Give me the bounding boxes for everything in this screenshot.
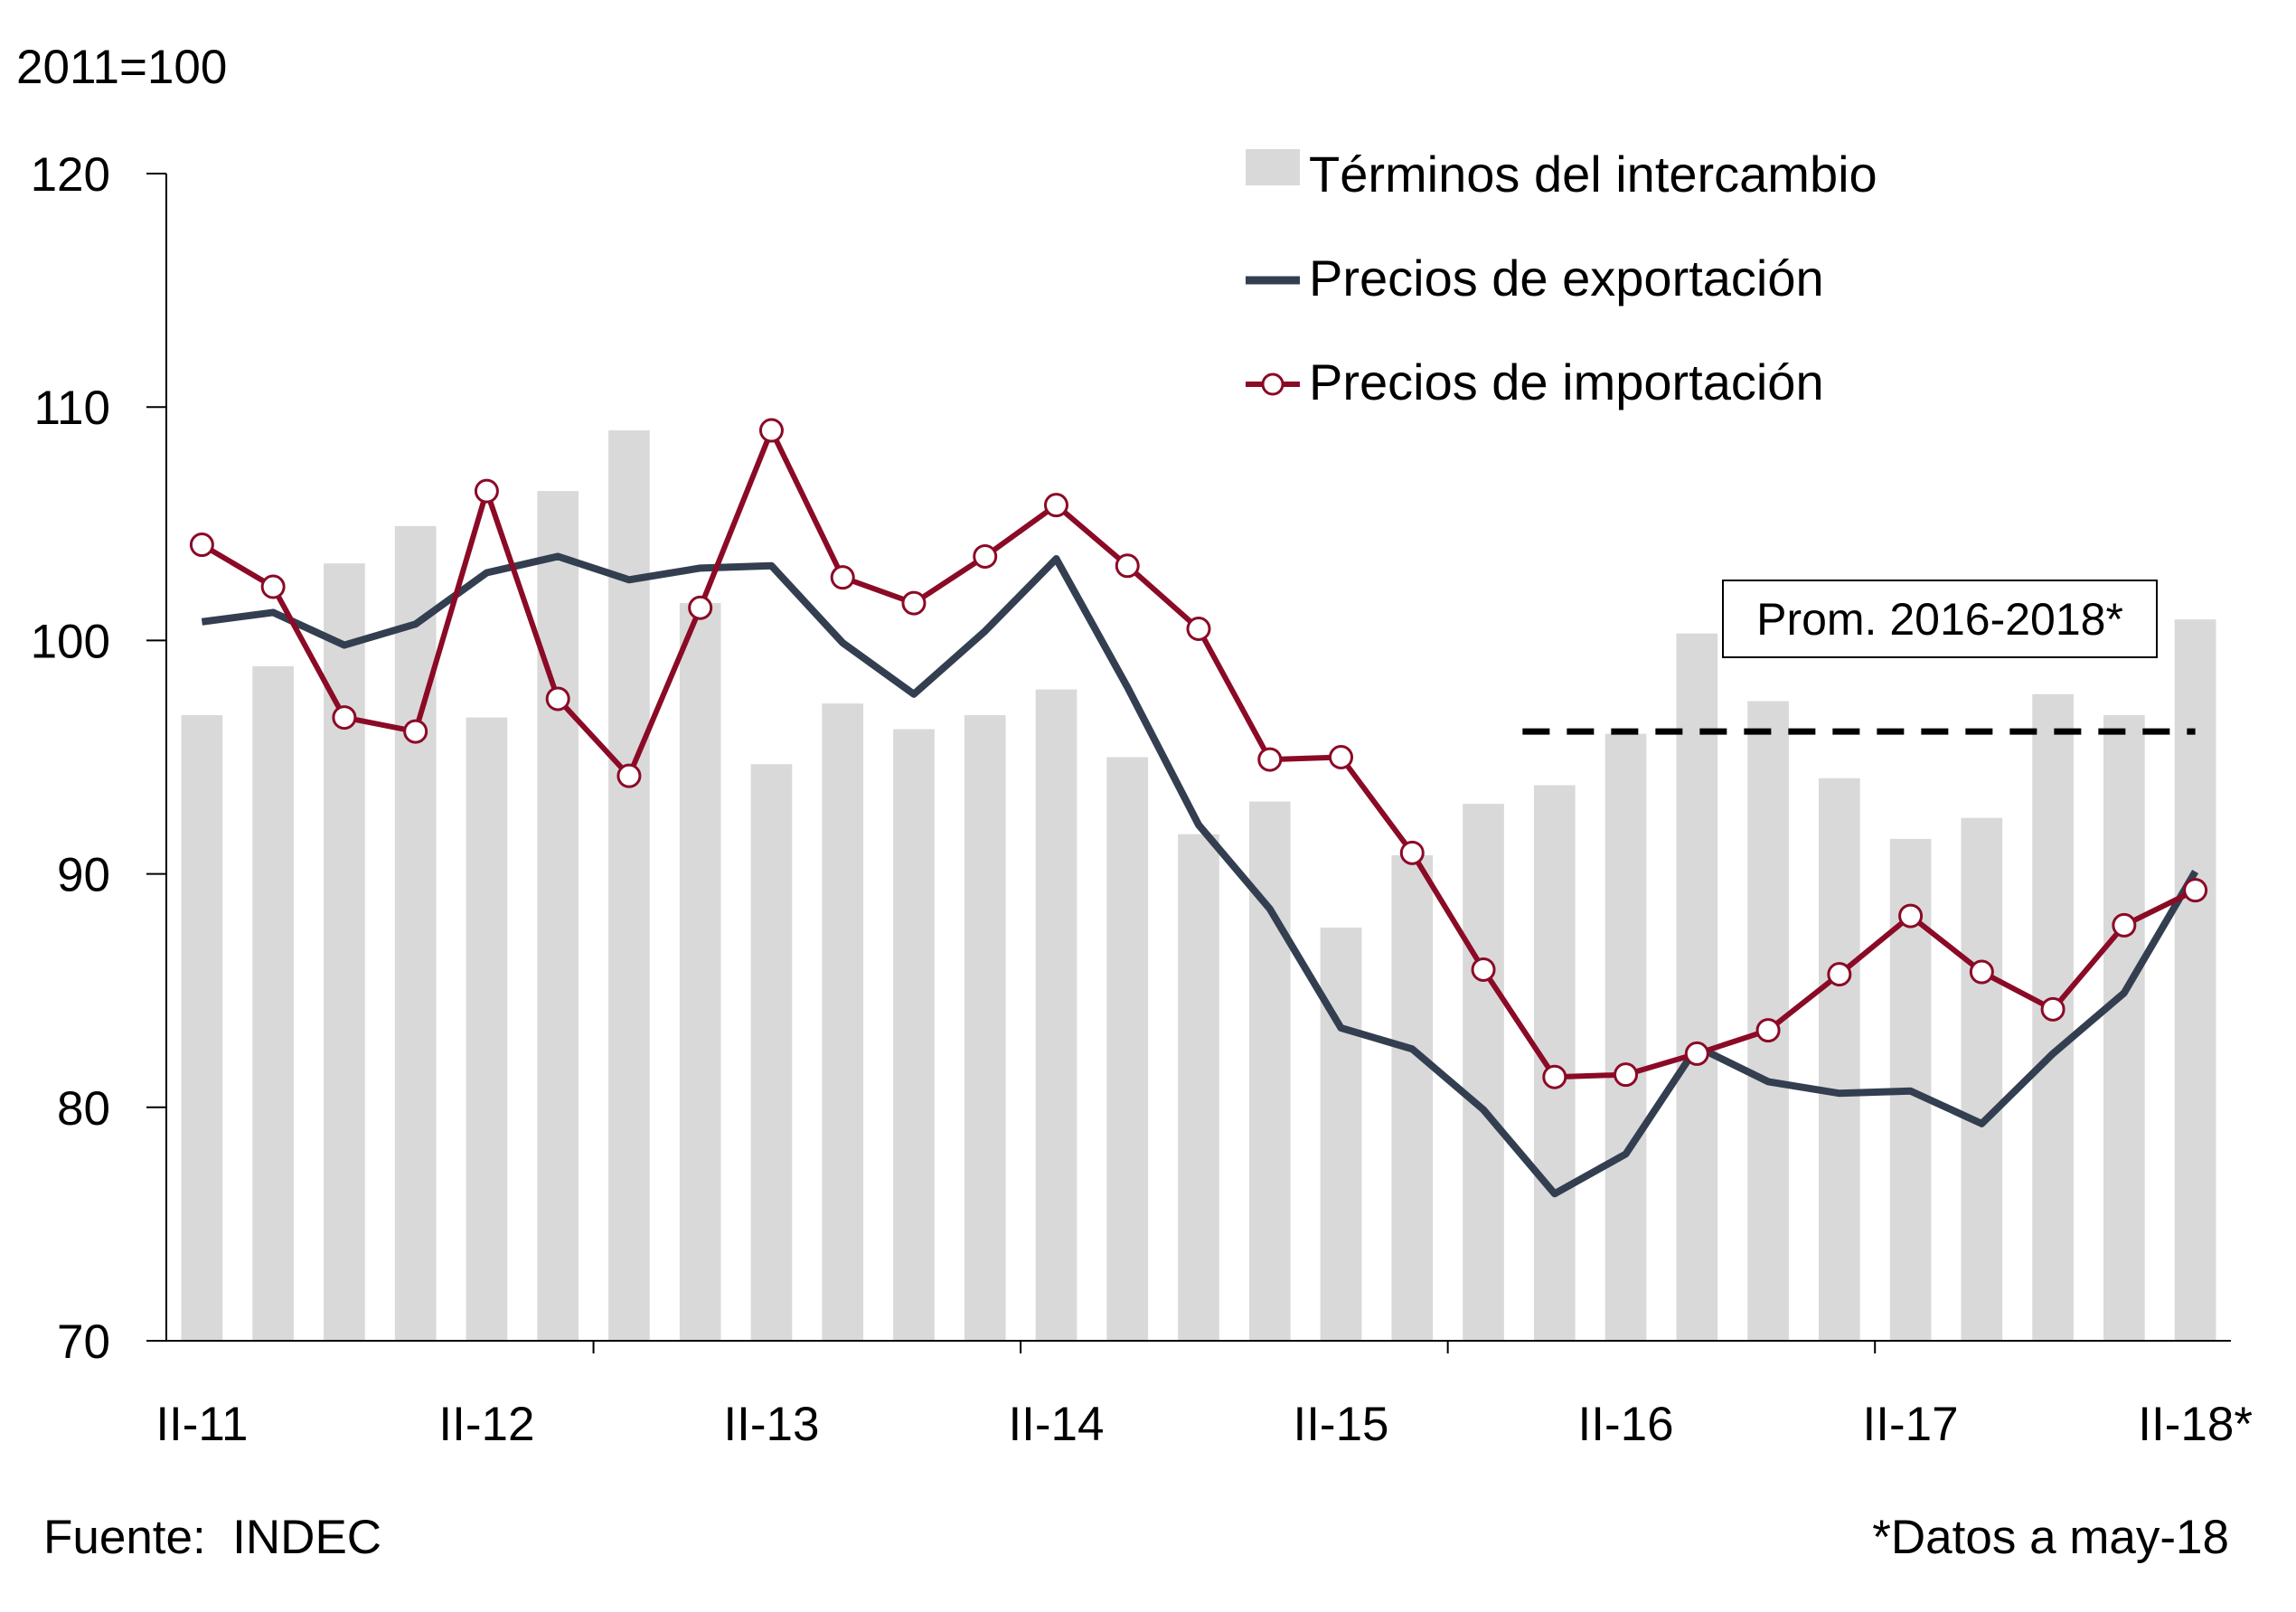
bar-I-17	[1818, 778, 1860, 1341]
x-tick-label-5: II-16	[1578, 1398, 1674, 1451]
x-tick-label-3: II-14	[1008, 1398, 1104, 1451]
import-point-III-11	[260, 574, 286, 599]
import-point-IV-16	[1755, 1018, 1781, 1043]
bar-IV-11	[324, 563, 365, 1341]
bar-III-12	[537, 491, 579, 1341]
import-point-II-13	[758, 418, 784, 443]
x-tick-label-2: II-13	[723, 1398, 819, 1451]
import-point-III-15	[1399, 840, 1425, 865]
y-tick-label-70: 70	[57, 1315, 110, 1369]
bar-III-14	[1106, 757, 1149, 1341]
export-price-series	[201, 552, 2199, 1198]
y-tick-label-120: 120	[31, 148, 110, 202]
bar-III-11	[252, 665, 294, 1341]
bar-II-16	[1604, 733, 1647, 1341]
legend: Términos del intercambio Precios de expor…	[1246, 146, 1877, 410]
import-point-II-11	[189, 533, 214, 558]
source-note: Fuente: INDEC	[43, 1511, 381, 1564]
import-point-IV-11	[332, 705, 357, 731]
bar-II-13	[750, 764, 793, 1341]
import-point-IV-14	[1186, 616, 1211, 641]
bar-III-13	[822, 703, 864, 1341]
bar-I-18	[2103, 715, 2145, 1341]
import-point-I-12	[403, 719, 428, 744]
bar-IV-13	[893, 729, 935, 1341]
import-price-series	[189, 418, 2208, 1089]
export-price-line	[201, 552, 2199, 1198]
bar-I-12	[394, 525, 437, 1341]
bar-II-15	[1320, 927, 1362, 1341]
y-tick-label-100: 100	[31, 615, 110, 668]
bar-III-16	[1676, 633, 1718, 1341]
x-tick-label-0: II-11	[155, 1398, 248, 1451]
import-point-I-16	[1542, 1064, 1567, 1089]
import-point-III-13	[830, 565, 855, 590]
bar-I-13	[679, 603, 721, 1341]
bar-II-18*	[2174, 619, 2216, 1341]
import-point-III-14	[1115, 553, 1140, 579]
bar-III-15	[1391, 854, 1434, 1341]
bar-III-17	[1961, 817, 2003, 1341]
import-point-III-12	[545, 686, 570, 712]
legend-label-export: Precios de exportación	[1309, 250, 1824, 306]
bar-IV-12	[608, 430, 650, 1341]
import-point-IV-12	[616, 763, 642, 788]
unit-label: 2011=100	[16, 41, 227, 94]
bar-IV-14	[1178, 834, 1219, 1341]
reference-line-group: Prom. 2016-2018*	[1522, 580, 2196, 735]
y-tick-label-110: 110	[34, 382, 111, 435]
reference-label-box	[1722, 580, 2158, 658]
import-point-I-17	[1827, 962, 1852, 987]
bar-series	[181, 430, 2216, 1341]
import-point-II-17	[1898, 903, 1924, 929]
bar-IV-15	[1463, 804, 1504, 1341]
bar-II-11	[181, 715, 223, 1341]
y-tick-label-90: 90	[57, 849, 110, 902]
legend-swatch-bar	[1246, 149, 1300, 185]
import-point-IV-13	[901, 590, 927, 616]
bar-I-16	[1533, 785, 1576, 1341]
import-point-I-15	[1257, 747, 1283, 772]
bar-II-12	[466, 717, 508, 1341]
x-tick-label-6: II-17	[1863, 1398, 1959, 1451]
x-tick-label-1: II-12	[438, 1398, 534, 1451]
import-point-II-12	[474, 478, 499, 504]
import-point-II-14	[1043, 493, 1068, 518]
import-point-IV-15	[1471, 957, 1496, 982]
y-tick-label-80: 80	[57, 1082, 110, 1136]
bar-I-15	[1248, 801, 1291, 1341]
import-point-IV-17	[2040, 996, 2065, 1022]
x-tick-label-7: II-18*	[2138, 1398, 2253, 1451]
axes: 70 80 90 100 110 120 II-11 II-12 II-13 II-14 II-15…	[31, 148, 2253, 1451]
import-point-II-16	[1614, 1062, 1639, 1088]
x-tick-label-4: II-15	[1293, 1398, 1388, 1451]
bar-I-14	[964, 715, 1006, 1341]
data-note: *Datos a may-18	[1872, 1511, 2229, 1564]
import-point-I-18	[2112, 912, 2137, 938]
import-point-I-13	[688, 595, 713, 620]
import-point-II-15	[1329, 745, 1354, 769]
reference-label: Prom. 2016-2018*	[1756, 594, 2123, 645]
import-point-III-16	[1684, 1041, 1709, 1066]
legend-label-import: Precios de importación	[1309, 354, 1824, 410]
import-point-I-14	[973, 543, 998, 569]
legend-marker-import	[1261, 372, 1284, 396]
import-point-III-17	[1969, 959, 1994, 985]
bar-II-14	[1035, 689, 1077, 1341]
import-point-II-18*	[2183, 878, 2208, 903]
legend-label-terms: Términos del intercambio	[1309, 146, 1877, 203]
